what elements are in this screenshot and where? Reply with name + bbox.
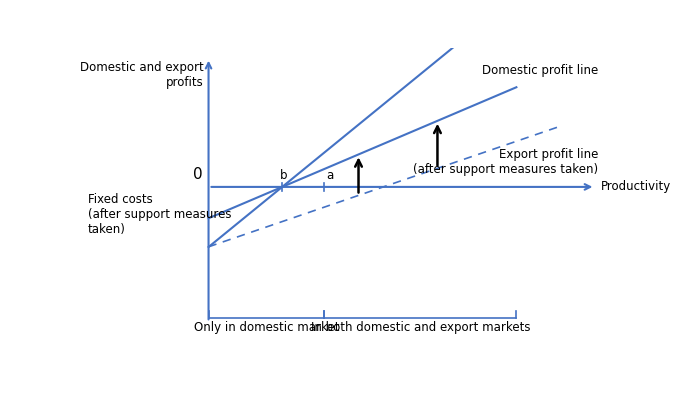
Text: Fixed costs
(after support measures
taken): Fixed costs (after support measures take… bbox=[88, 193, 231, 236]
Text: b: b bbox=[280, 169, 287, 182]
Text: 0: 0 bbox=[193, 167, 202, 182]
Text: Productivity: Productivity bbox=[601, 181, 671, 194]
Text: Export profit line
(after support measures taken): Export profit line (after support measur… bbox=[413, 148, 598, 176]
Text: a: a bbox=[326, 169, 333, 182]
Text: Domestic profit line: Domestic profit line bbox=[481, 64, 598, 77]
Text: Domestic and export
profits: Domestic and export profits bbox=[79, 61, 203, 89]
Text: Only in domestic market: Only in domestic market bbox=[194, 321, 340, 334]
Text: In both domestic and export markets: In both domestic and export markets bbox=[310, 321, 530, 334]
